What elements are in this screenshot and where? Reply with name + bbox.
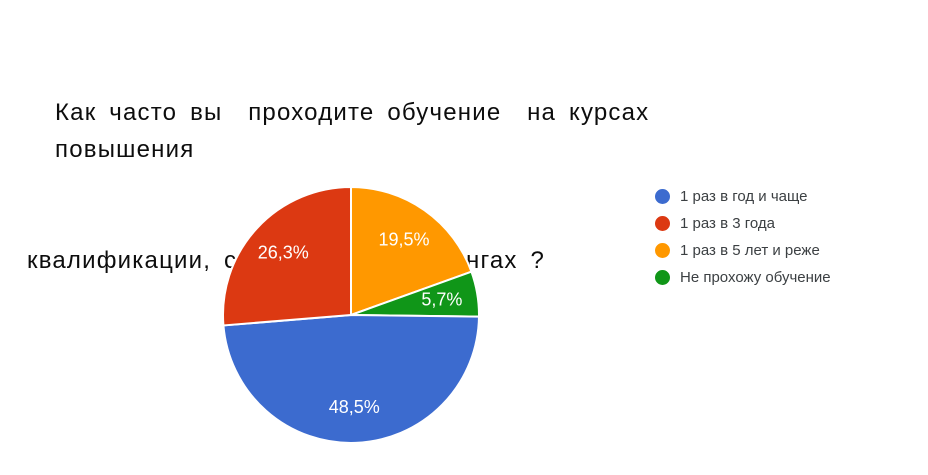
legend-label: Не прохожу обучение [680,269,831,286]
pie-slice-label-1: 5,7% [421,290,462,310]
pie-slice-0[interactable] [350,186,473,316]
pie-slice-label-2: 48,5% [329,397,380,417]
legend: 1 раз в год и чаще 1 раз в 3 года 1 раз … [655,183,831,291]
legend-swatch-icon [655,243,670,258]
legend-label: 1 раз в год и чаще [680,188,808,205]
pie-slice-label-3: 26,3% [258,243,309,263]
legend-swatch-icon [655,216,670,231]
legend-item-1: 1 раз в 3 года [655,210,831,237]
question-title-line1: Как часто вы проходите обучение на курса… [55,99,676,163]
legend-label: 1 раз в 3 года [680,215,775,232]
legend-item-2: 1 раз в 5 лет и реже [655,237,831,264]
pie-slice-2[interactable] [222,314,480,444]
legend-item-3: Не прохожу обучение [655,264,831,291]
pie-slice-3[interactable] [222,186,352,327]
legend-item-0: 1 раз в год и чаще [655,183,831,210]
legend-label: 1 раз в 5 лет и реже [680,242,820,259]
legend-swatch-icon [655,189,670,204]
legend-swatch-icon [655,270,670,285]
pie-slice-label-0: 19,5% [378,230,429,250]
pie-chart: 19,5% 5,7% 48,5% 26,3% [222,186,480,444]
